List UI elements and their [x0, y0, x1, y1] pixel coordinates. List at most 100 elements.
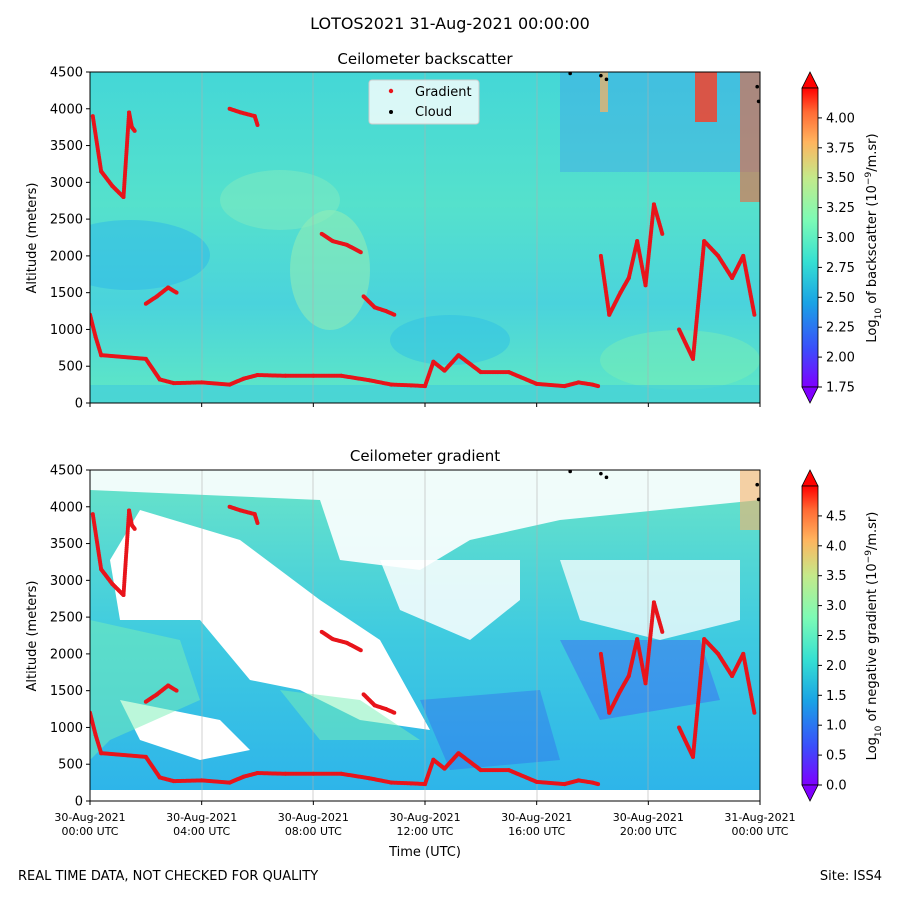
colorbar-tick-label: 3.0	[826, 599, 847, 614]
top-x-axis	[89, 403, 761, 407]
top-gridlines	[201, 72, 649, 403]
colorbar-tick-label: 0.0	[826, 779, 847, 794]
cloud-point	[604, 77, 609, 82]
colorbar-tick-label: 3.00	[826, 231, 855, 246]
cloud-point	[756, 497, 760, 502]
bottom-colorbar: 0.0 0.5 1.0 1.5 2.0 2.5 3.0 3.5 4.0 4.5 Log10 of …	[801, 469, 884, 802]
y-tick-label: 1000	[50, 721, 83, 736]
cloud-point	[568, 470, 572, 474]
y-tick-label: 500	[58, 758, 83, 773]
gradient-point	[174, 688, 179, 693]
colorbar-tick-label: 2.5	[826, 629, 847, 644]
gradient-point	[255, 520, 260, 525]
colorbar-tick-label: 3.50	[826, 171, 855, 186]
bottom-xlabel: Time (UTC)	[388, 845, 461, 860]
colorbar-tick-label: 2.50	[826, 291, 855, 306]
x-tick-label-time: 00:00 UTC	[731, 825, 788, 838]
gradient-point	[132, 128, 137, 133]
top-colorbar-label: Log10 of backscatter (10−9/m.sr)	[864, 133, 884, 342]
top-gradient-markers	[90, 72, 760, 389]
quality-disclaimer: REAL TIME DATA, NOT CHECKED FOR QUALITY	[18, 869, 319, 884]
colorbar-tick-label: 3.5	[826, 569, 847, 584]
top-y-axis: 0 500 1000 1500 2000 2500 3000 3500 4000 4500	[50, 66, 90, 412]
legend-gradient-label: Gradient	[415, 85, 472, 100]
legend-gradient-marker	[388, 88, 394, 94]
x-tick-label-date: 30-Aug-2021	[389, 811, 460, 824]
gradient-point	[358, 648, 363, 653]
top-colorbar-extend-min	[801, 386, 819, 404]
colorbar-tick-label: 2.75	[826, 261, 855, 276]
colorbar-tick-label: 4.0	[826, 539, 847, 554]
y-tick-label: 3500	[50, 537, 83, 552]
legend: Gradient Cloud	[368, 79, 480, 125]
gradient-point	[660, 231, 665, 236]
colorbar-tick-label: 3.75	[826, 141, 855, 156]
gradient-point	[174, 290, 179, 295]
y-tick-label: 2000	[50, 647, 83, 662]
y-tick-label: 4500	[50, 464, 83, 479]
bottom-colorbar-extend-min	[801, 784, 819, 802]
colorbar-tick-label: 4.5	[826, 509, 847, 524]
figure-title: LOTOS2021 31-Aug-2021 00:00:00	[310, 14, 590, 33]
y-tick-label: 2000	[50, 249, 83, 264]
x-tick-label-time: 12:00 UTC	[396, 825, 453, 838]
colorbar-tick-label: 2.0	[826, 659, 847, 674]
y-tick-label: 3000	[50, 574, 83, 589]
colorbar-tick-label: 3.25	[826, 201, 855, 216]
bottom-colorbar-bar	[801, 485, 819, 786]
y-tick-label: 0	[75, 397, 83, 412]
x-tick-label-date: 30-Aug-2021	[278, 811, 349, 824]
gradient-point	[752, 710, 757, 715]
y-tick-label: 3500	[50, 139, 83, 154]
y-tick-label: 4000	[50, 500, 83, 515]
bottom-colorbar-label: Log10 of negative gradient (10−9/m.sr)	[864, 512, 884, 761]
top-panel-title: Ceilometer backscatter	[337, 50, 513, 68]
colorbar-tick-label: 2.25	[826, 321, 855, 336]
gradient-point	[596, 384, 601, 389]
bottom-gridlines	[201, 470, 649, 801]
bottom-panel-title: Ceilometer gradient	[350, 447, 500, 465]
colorbar-tick-label: 4.00	[826, 111, 855, 126]
top-colorbar: 1.75 2.00 2.25 2.50 2.75 3.00 3.25 3.50 3.75 4.00…	[801, 71, 884, 404]
cloud-point	[755, 482, 760, 487]
cloud-point	[568, 72, 572, 76]
top-colorbar-extend-max	[801, 71, 819, 89]
y-tick-label: 0	[75, 795, 83, 810]
x-tick-label-time: 20:00 UTC	[620, 825, 677, 838]
x-tick-label-date: 30-Aug-2021	[54, 811, 125, 824]
cloud-point	[755, 84, 760, 89]
cloud-point	[599, 471, 603, 476]
x-tick-label-date: 31-Aug-2021	[724, 811, 795, 824]
gradient-point	[660, 629, 665, 634]
bottom-y-axis: 0 500 1000 1500 2000 2500 3000 3500 4000 4500	[50, 464, 90, 810]
colorbar-tick-label: 0.5	[826, 749, 847, 764]
cloud-point	[756, 99, 760, 104]
cloud-point	[604, 475, 609, 480]
y-tick-label: 4000	[50, 102, 83, 117]
gradient-point	[358, 250, 363, 255]
colorbar-tick-label: 1.0	[826, 719, 847, 734]
gradient-point	[392, 312, 397, 317]
y-tick-label: 4500	[50, 66, 83, 81]
cloud-point	[599, 73, 603, 78]
colorbar-tick-label: 2.00	[826, 351, 855, 366]
x-tick-label-date: 30-Aug-2021	[501, 811, 572, 824]
top-colorbar-bar	[801, 87, 819, 388]
bottom-ylabel: Altitude (meters)	[25, 581, 40, 692]
gradient-point	[752, 312, 757, 317]
x-tick-label-time: 16:00 UTC	[508, 825, 565, 838]
y-tick-label: 500	[58, 360, 83, 375]
y-tick-label: 3000	[50, 176, 83, 191]
colorbar-tick-label: 1.5	[826, 689, 847, 704]
top-ylabel: Altitude (meters)	[25, 183, 40, 294]
y-tick-label: 2500	[50, 213, 83, 228]
x-tick-label-date: 30-Aug-2021	[166, 811, 237, 824]
legend-cloud-label: Cloud	[415, 105, 452, 120]
site-label: Site: ISS4	[819, 869, 882, 884]
gradient-point	[132, 526, 137, 531]
x-tick-label-time: 04:00 UTC	[173, 825, 230, 838]
x-tick-label-time: 08:00 UTC	[285, 825, 342, 838]
gradient-point	[596, 782, 601, 787]
y-tick-label: 1500	[50, 684, 83, 699]
legend-cloud-marker	[389, 110, 393, 114]
